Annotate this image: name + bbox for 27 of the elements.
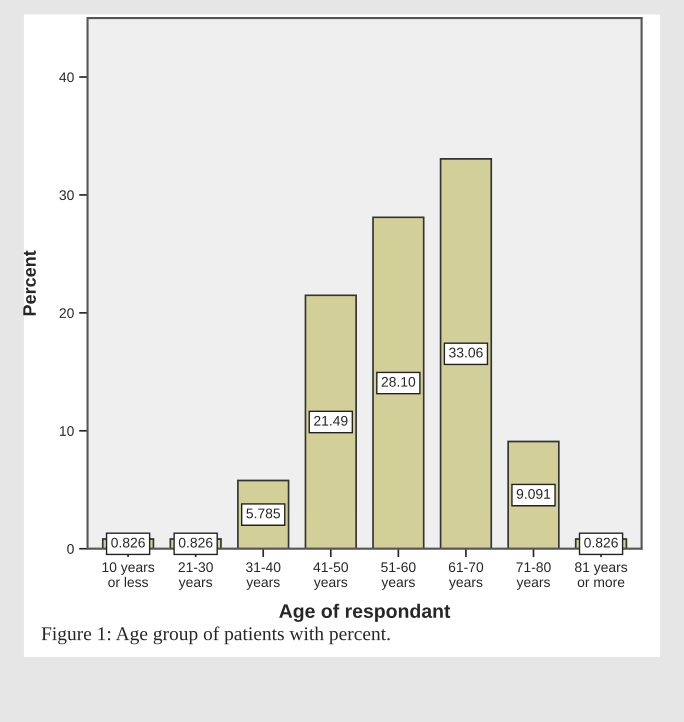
data-label: 0.826: [584, 538, 618, 548]
bar: [440, 158, 492, 549]
y-tick-label: 40: [59, 72, 74, 82]
x-tick-label: 41-50 years: [313, 562, 348, 590]
y-tick-label: 20: [60, 308, 74, 318]
data-label: 0.826: [111, 538, 145, 548]
data-label: 33.06: [449, 348, 483, 358]
x-tick-label: 10 years or less: [102, 562, 154, 588]
bar: [304, 294, 357, 549]
x-tick-label: 51-60 years: [381, 562, 416, 590]
data-label: 28.10: [382, 376, 416, 387]
x-tick-label: 71-80 years: [516, 562, 551, 590]
y-tick-label: 10: [60, 426, 74, 436]
y-tick-label: 30: [59, 190, 74, 200]
data-label: 21.49: [314, 416, 348, 426]
y-tick-label: 0: [67, 544, 74, 554]
x-tick-label: 21-30 years: [178, 562, 213, 590]
x-tick-label: 61-70 years: [448, 562, 484, 590]
data-label: 5.785: [246, 508, 280, 518]
data-label: 9.091: [516, 489, 550, 499]
x-tick-label: 31-40 years: [246, 562, 280, 590]
caption: Figure 1: Age group of patients with percent.: [42, 626, 390, 644]
x-axis-title: Age of respondant: [279, 604, 450, 622]
y-axis-title: Percent: [23, 250, 36, 316]
data-label: 0.826: [178, 538, 212, 548]
bar: [372, 216, 425, 549]
x-tick-label: 81 years or more: [575, 562, 628, 588]
